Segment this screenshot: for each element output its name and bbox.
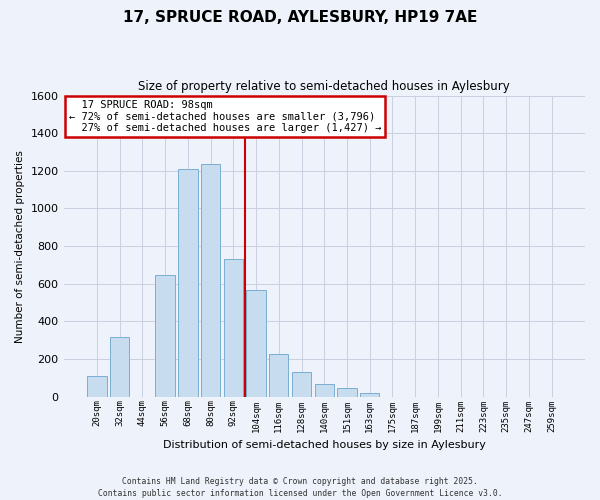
- Bar: [360, 394, 379, 396]
- Bar: [224, 260, 243, 396]
- Text: 17, SPRUCE ROAD, AYLESBURY, HP19 7AE: 17, SPRUCE ROAD, AYLESBURY, HP19 7AE: [123, 10, 477, 25]
- Bar: [269, 354, 289, 397]
- Bar: [178, 169, 197, 396]
- Bar: [314, 384, 334, 396]
- X-axis label: Distribution of semi-detached houses by size in Aylesbury: Distribution of semi-detached houses by …: [163, 440, 486, 450]
- Bar: [337, 388, 356, 396]
- Bar: [292, 372, 311, 396]
- Bar: [201, 164, 220, 396]
- Title: Size of property relative to semi-detached houses in Aylesbury: Size of property relative to semi-detach…: [139, 80, 510, 93]
- Bar: [155, 276, 175, 396]
- Text: 17 SPRUCE ROAD: 98sqm
← 72% of semi-detached houses are smaller (3,796)
  27% of: 17 SPRUCE ROAD: 98sqm ← 72% of semi-deta…: [69, 100, 381, 134]
- Bar: [110, 338, 130, 396]
- Y-axis label: Number of semi-detached properties: Number of semi-detached properties: [15, 150, 25, 342]
- Bar: [247, 290, 266, 397]
- Bar: [87, 376, 107, 396]
- Text: Contains HM Land Registry data © Crown copyright and database right 2025.
Contai: Contains HM Land Registry data © Crown c…: [98, 476, 502, 498]
